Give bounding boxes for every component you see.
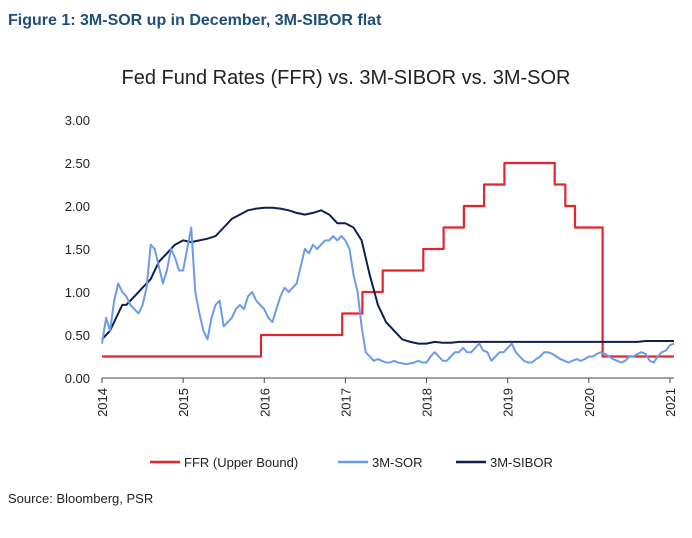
legend-label: FFR (Upper Bound)	[184, 455, 298, 470]
x-tick-label: 2017	[338, 388, 353, 417]
x-tick-label: 2021	[663, 388, 678, 417]
source-note: Source: Bloomberg, PSR	[8, 491, 154, 506]
legend-label: 3M-SIBOR	[490, 455, 553, 470]
x-tick-label: 2020	[582, 388, 597, 417]
x-tick-label: 2014	[95, 388, 110, 417]
y-tick-label: 0.00	[65, 371, 90, 386]
y-tick-label: 1.00	[65, 285, 90, 300]
figure-heading: Figure 1: 3M-SOR up in December, 3M-SIBO…	[8, 12, 382, 29]
series-line-3m-sor	[101, 226, 675, 366]
chart-legend: FFR (Upper Bound) 3M-SOR 3M-SIBOR	[150, 455, 553, 470]
y-tick-label: 2.50	[65, 156, 90, 171]
x-tick-label: 2015	[176, 388, 191, 417]
y-tick-label: 2.00	[65, 199, 90, 214]
chart-title: Fed Fund Rates (FFR) vs. 3M-SIBOR vs. 3M…	[122, 67, 571, 89]
x-tick-label: 2018	[420, 388, 435, 417]
series-line-ffr-upper-bound	[102, 161, 674, 358]
y-tick-label: 0.50	[65, 328, 90, 343]
legend-label: 3M-SOR	[372, 455, 423, 470]
y-tick-label: 1.50	[65, 242, 90, 257]
x-tick-label: 2019	[501, 388, 516, 417]
chart-axes: 0.00 0.50 1.00 1.50 2.00 2.50 3.00 2014 2015 2016…	[65, 113, 678, 417]
x-tick-label: 2016	[257, 388, 272, 417]
chart-series	[101, 161, 675, 366]
y-tick-label: 3.00	[65, 113, 90, 128]
